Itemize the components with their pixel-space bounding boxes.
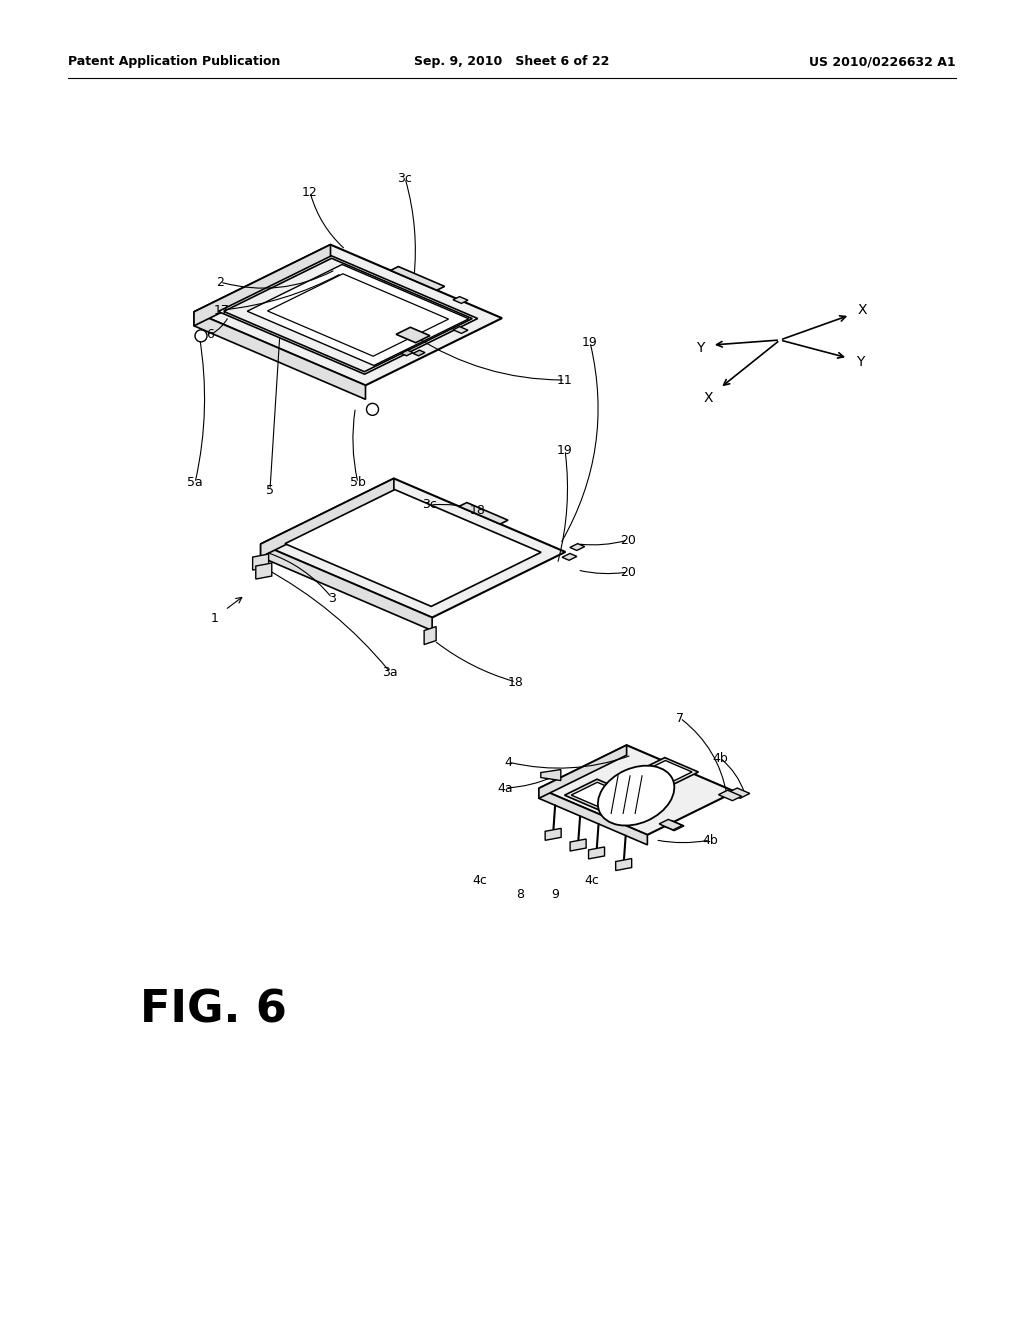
Polygon shape [589,847,604,859]
Text: 3a: 3a [382,665,397,678]
Polygon shape [253,554,268,570]
Polygon shape [194,244,331,326]
Text: 5: 5 [266,483,274,496]
Text: 19: 19 [557,444,572,457]
Text: 20: 20 [621,533,636,546]
Polygon shape [413,350,425,356]
Polygon shape [642,760,692,784]
Polygon shape [570,544,585,550]
Polygon shape [571,783,627,808]
Polygon shape [247,264,469,366]
Circle shape [367,404,379,416]
Text: 4b: 4b [712,751,728,764]
Text: 17: 17 [214,304,230,317]
Polygon shape [727,788,750,799]
Polygon shape [424,627,436,644]
Polygon shape [453,297,468,304]
Polygon shape [261,478,565,618]
Polygon shape [545,829,561,841]
Text: 6: 6 [206,329,214,342]
Text: 9: 9 [551,888,559,902]
Text: 18: 18 [508,676,524,689]
Polygon shape [615,858,632,871]
Text: 18: 18 [470,503,486,516]
Polygon shape [636,758,698,787]
Text: 4a: 4a [498,781,513,795]
Text: Y: Y [696,341,705,355]
Text: 1: 1 [211,611,219,624]
Text: 5b: 5b [350,477,366,490]
Text: 7: 7 [676,711,684,725]
Polygon shape [194,312,366,400]
Polygon shape [539,746,627,799]
Polygon shape [261,478,394,557]
Text: 4c: 4c [585,874,599,887]
Polygon shape [564,779,634,810]
Polygon shape [261,544,432,631]
Text: 4b: 4b [702,833,718,846]
Polygon shape [401,350,413,356]
Polygon shape [659,820,682,830]
Text: 4: 4 [504,755,512,768]
Polygon shape [453,326,468,334]
Text: 4c: 4c [472,874,487,887]
Polygon shape [218,256,478,374]
Polygon shape [539,788,647,845]
Ellipse shape [598,766,675,825]
Text: 3: 3 [328,591,336,605]
Circle shape [195,330,207,342]
Polygon shape [256,564,271,579]
Polygon shape [662,821,684,830]
Text: X: X [703,391,713,405]
Polygon shape [539,746,735,834]
Polygon shape [541,770,561,780]
Text: 2: 2 [216,276,224,289]
Polygon shape [570,840,586,851]
Text: 3c: 3c [397,172,413,185]
Polygon shape [459,503,508,524]
Text: FIG. 6: FIG. 6 [140,989,287,1031]
Polygon shape [194,244,502,385]
Text: Patent Application Publication: Patent Application Publication [68,55,281,69]
Text: 8: 8 [516,888,524,902]
Polygon shape [390,267,444,290]
Text: 11: 11 [557,374,572,387]
Text: US 2010/0226632 A1: US 2010/0226632 A1 [809,55,956,69]
Text: 20: 20 [621,565,636,578]
Polygon shape [223,259,472,372]
Polygon shape [285,490,541,606]
Text: 12: 12 [302,186,317,198]
Text: 3c: 3c [423,499,437,511]
Text: Y: Y [856,355,864,370]
Text: X: X [857,304,866,317]
Polygon shape [719,791,741,801]
Polygon shape [267,273,449,356]
Polygon shape [562,553,577,560]
Text: 5a: 5a [187,477,203,490]
Text: 19: 19 [582,335,598,348]
Polygon shape [396,327,430,343]
Text: Sep. 9, 2010   Sheet 6 of 22: Sep. 9, 2010 Sheet 6 of 22 [415,55,609,69]
